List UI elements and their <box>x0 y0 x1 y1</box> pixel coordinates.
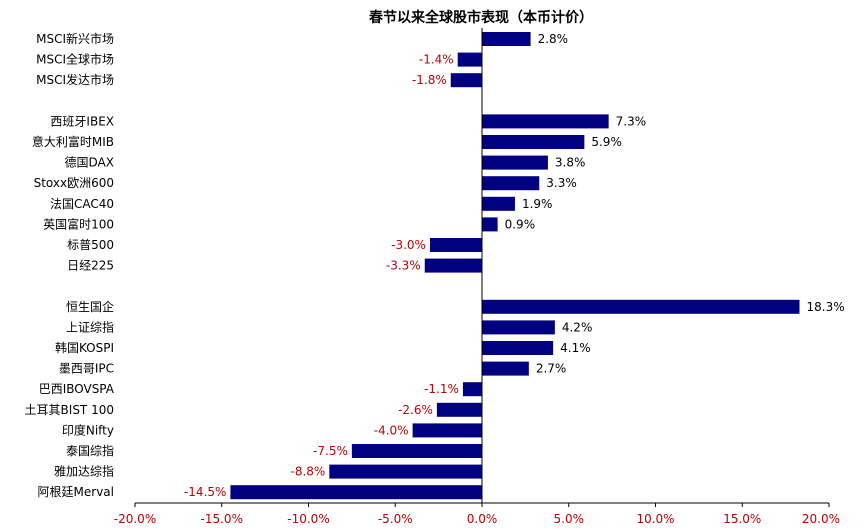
bar <box>230 485 482 500</box>
data-label: 2.7% <box>536 362 567 376</box>
bar <box>482 341 554 355</box>
category-label: 泰国综指 <box>66 443 114 458</box>
bar <box>457 52 482 67</box>
bar <box>424 258 482 273</box>
data-label: -1.4% <box>419 53 454 67</box>
data-label: 18.3% <box>807 300 845 314</box>
category-label: 西班牙IBEX <box>50 114 114 128</box>
x-tick-label: 5.0% <box>554 512 585 526</box>
x-tick-label: -10.0% <box>287 512 329 526</box>
bar <box>482 320 555 335</box>
data-label: -8.8% <box>290 465 325 479</box>
bar <box>412 423 482 438</box>
bar <box>482 114 609 129</box>
x-tick-label: 15.0% <box>723 512 761 526</box>
bar <box>482 135 585 149</box>
bar <box>351 444 482 458</box>
category-label: 印度Nifty <box>62 422 114 437</box>
data-label: -1.1% <box>424 382 459 396</box>
data-label: -2.6% <box>398 403 433 417</box>
data-label: 3.3% <box>546 176 577 190</box>
x-tick-label: 10.0% <box>636 512 674 526</box>
bar <box>482 155 548 170</box>
category-label: 上证综指 <box>66 319 114 334</box>
category-label: 墨西哥IPC <box>59 362 114 376</box>
x-tick-label: -5.0% <box>378 512 413 526</box>
data-label: -7.5% <box>313 444 348 458</box>
data-label: 0.9% <box>505 217 536 231</box>
data-label: 7.3% <box>616 114 647 128</box>
bar <box>462 382 482 397</box>
data-label: -14.5% <box>184 485 226 499</box>
category-label: 意大利富时MIB <box>32 134 114 149</box>
category-label: 阿根廷Merval <box>38 485 114 499</box>
data-label: 4.1% <box>560 341 591 355</box>
category-label: 土耳其BIST 100 <box>25 403 114 417</box>
data-label: 2.8% <box>538 32 569 46</box>
bar <box>436 402 482 417</box>
category-label: 韩国KOSPI <box>55 340 114 355</box>
x-tick-label: -20.0% <box>114 512 156 526</box>
data-label: 4.2% <box>562 320 593 334</box>
category-label: MSCI全球市场 <box>36 52 114 67</box>
data-label: -3.3% <box>386 259 421 273</box>
bar <box>450 73 482 88</box>
bar <box>482 361 529 376</box>
category-label: 日经225 <box>67 259 114 273</box>
category-label: 巴西IBOVSPA <box>39 382 115 396</box>
bar <box>329 464 482 479</box>
data-label: -1.8% <box>412 73 447 87</box>
bar <box>482 299 800 314</box>
category-label: 雅加达综指 <box>54 464 114 479</box>
bar <box>482 176 540 191</box>
data-label: 3.8% <box>555 156 586 170</box>
data-label: -3.0% <box>391 238 426 252</box>
category-label: 恒生国企 <box>66 299 114 314</box>
category-label: MSCI发达市场 <box>36 72 114 87</box>
x-tick-label: -15.0% <box>201 512 243 526</box>
category-label: 标普500 <box>67 238 114 252</box>
bar <box>482 196 515 211</box>
bars-group <box>230 32 800 500</box>
bar <box>429 238 482 252</box>
chart-title: 春节以来全球股市表现（本币计价） <box>368 9 593 26</box>
category-label: Stoxx欧洲600 <box>34 176 114 190</box>
bar <box>482 217 498 232</box>
data-label: -4.0% <box>374 423 409 437</box>
bar <box>482 32 531 46</box>
data-label: 1.9% <box>522 197 553 211</box>
category-label: 法国CAC40 <box>50 197 114 211</box>
category-label: 英国富时100 <box>43 216 114 231</box>
x-tick-label: 0.0% <box>467 512 498 526</box>
labels-group: MSCI新兴市场 2.8% MSCI全球市场 -1.4% MSCI发达市场 -1.8% 西班… <box>25 31 845 499</box>
data-label: 5.9% <box>591 135 622 149</box>
category-label: 德国DAX <box>65 155 114 170</box>
x-tick-label: 20.0% <box>802 512 840 526</box>
x-axis: -20.0% -15.0% -10.0% -5.0% 0.0% 5.0% 10.0% 15.0… <box>114 28 840 526</box>
category-label: MSCI新兴市场 <box>36 31 114 46</box>
